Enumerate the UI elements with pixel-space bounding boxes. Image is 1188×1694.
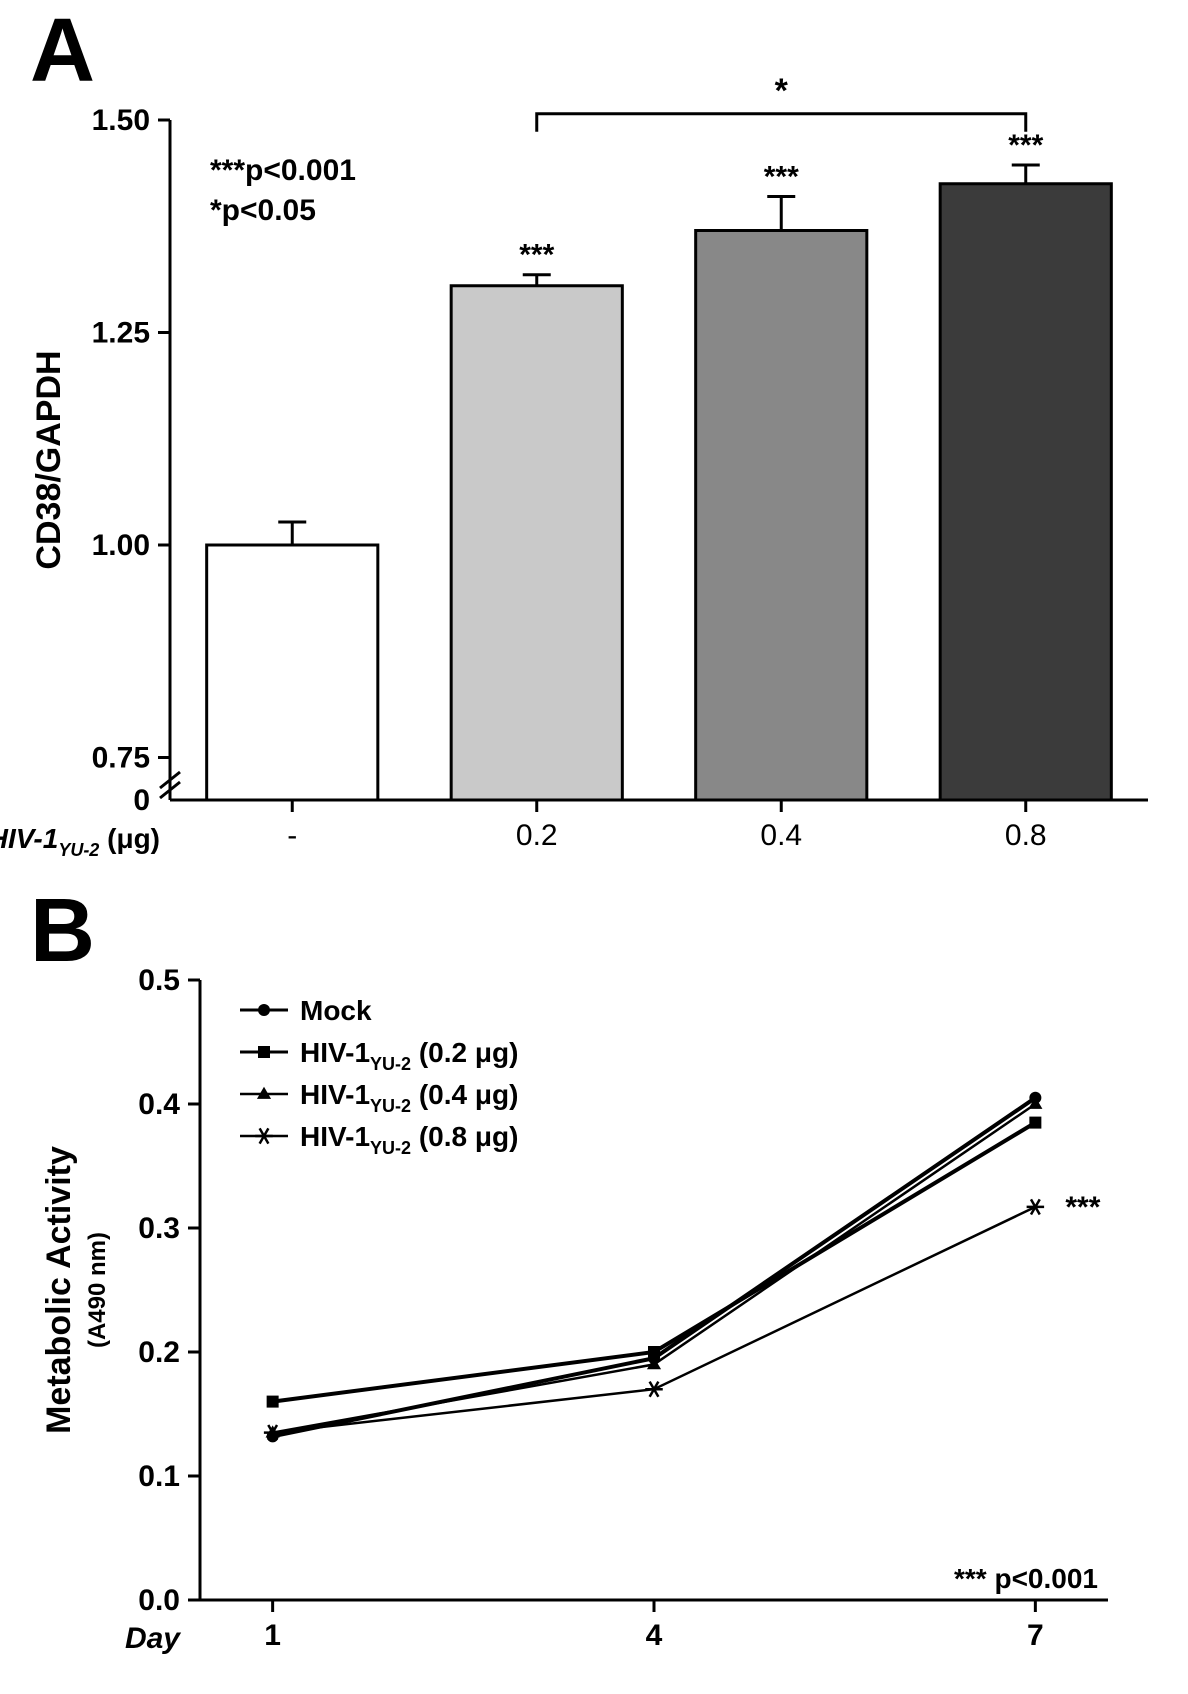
figure: A B 0.751.001.251.500CD38/GAPDH-***0.2**…: [0, 0, 1188, 1694]
svg-text:0.2: 0.2: [138, 1336, 180, 1369]
svg-text:1.25: 1.25: [92, 317, 150, 350]
svg-text:HIV-1YU-2 (0.2 μg): HIV-1YU-2 (0.2 μg): [300, 1037, 518, 1074]
svg-text:***: ***: [1065, 1191, 1100, 1224]
svg-text:0: 0: [133, 784, 150, 817]
svg-text:0.75: 0.75: [92, 742, 150, 775]
svg-text:0.2: 0.2: [516, 819, 558, 852]
svg-text:*: *: [775, 72, 789, 110]
svg-text:1.00: 1.00: [92, 529, 150, 562]
svg-text:4: 4: [646, 1619, 663, 1652]
svg-text:(A490 nm): (A490 nm): [84, 1232, 111, 1348]
svg-text:0.0: 0.0: [138, 1584, 180, 1617]
svg-text:*** p<0.001: *** p<0.001: [954, 1563, 1098, 1594]
svg-text:***p<0.001: ***p<0.001: [210, 154, 356, 187]
svg-text:HIV-1YU-2 (0.4 μg): HIV-1YU-2 (0.4 μg): [300, 1079, 518, 1116]
svg-text:7: 7: [1027, 1619, 1044, 1652]
svg-text:0.1: 0.1: [138, 1460, 180, 1493]
svg-text:***: ***: [764, 161, 799, 194]
svg-text:0.3: 0.3: [138, 1212, 180, 1245]
svg-text:1.50: 1.50: [92, 104, 150, 137]
svg-text:-: -: [287, 819, 297, 852]
svg-text:Metabolic Activity: Metabolic Activity: [40, 1146, 78, 1434]
svg-text:0.4: 0.4: [138, 1088, 180, 1121]
svg-text:Mock: Mock: [300, 995, 372, 1026]
svg-text:CD38/GAPDH: CD38/GAPDH: [30, 350, 68, 569]
svg-text:1: 1: [264, 1619, 281, 1652]
svg-text:0.5: 0.5: [138, 964, 180, 997]
panel-b-chart: 0.0 0.1 0.2 0.3 0.4 0.5 1 4 7 Metabolic Activity(…: [0, 960, 1188, 1690]
svg-text:HIV-1YU-2 (μg): HIV-1YU-2 (μg): [0, 823, 160, 860]
svg-text:Day: Day: [125, 1622, 181, 1655]
svg-text:***: ***: [1008, 129, 1043, 162]
svg-text:*p<0.05: *p<0.05: [210, 194, 316, 227]
svg-text:***: ***: [519, 239, 554, 272]
svg-text:0.8: 0.8: [1005, 819, 1047, 852]
svg-text:0.4: 0.4: [760, 819, 802, 852]
svg-text:HIV-1YU-2 (0.8 μg): HIV-1YU-2 (0.8 μg): [300, 1121, 518, 1158]
panel-a-chart: 0.75 1.00 1.25 1.50 0 CD38/GAPDH - *** 0.2 *** 0.4…: [0, 60, 1188, 890]
